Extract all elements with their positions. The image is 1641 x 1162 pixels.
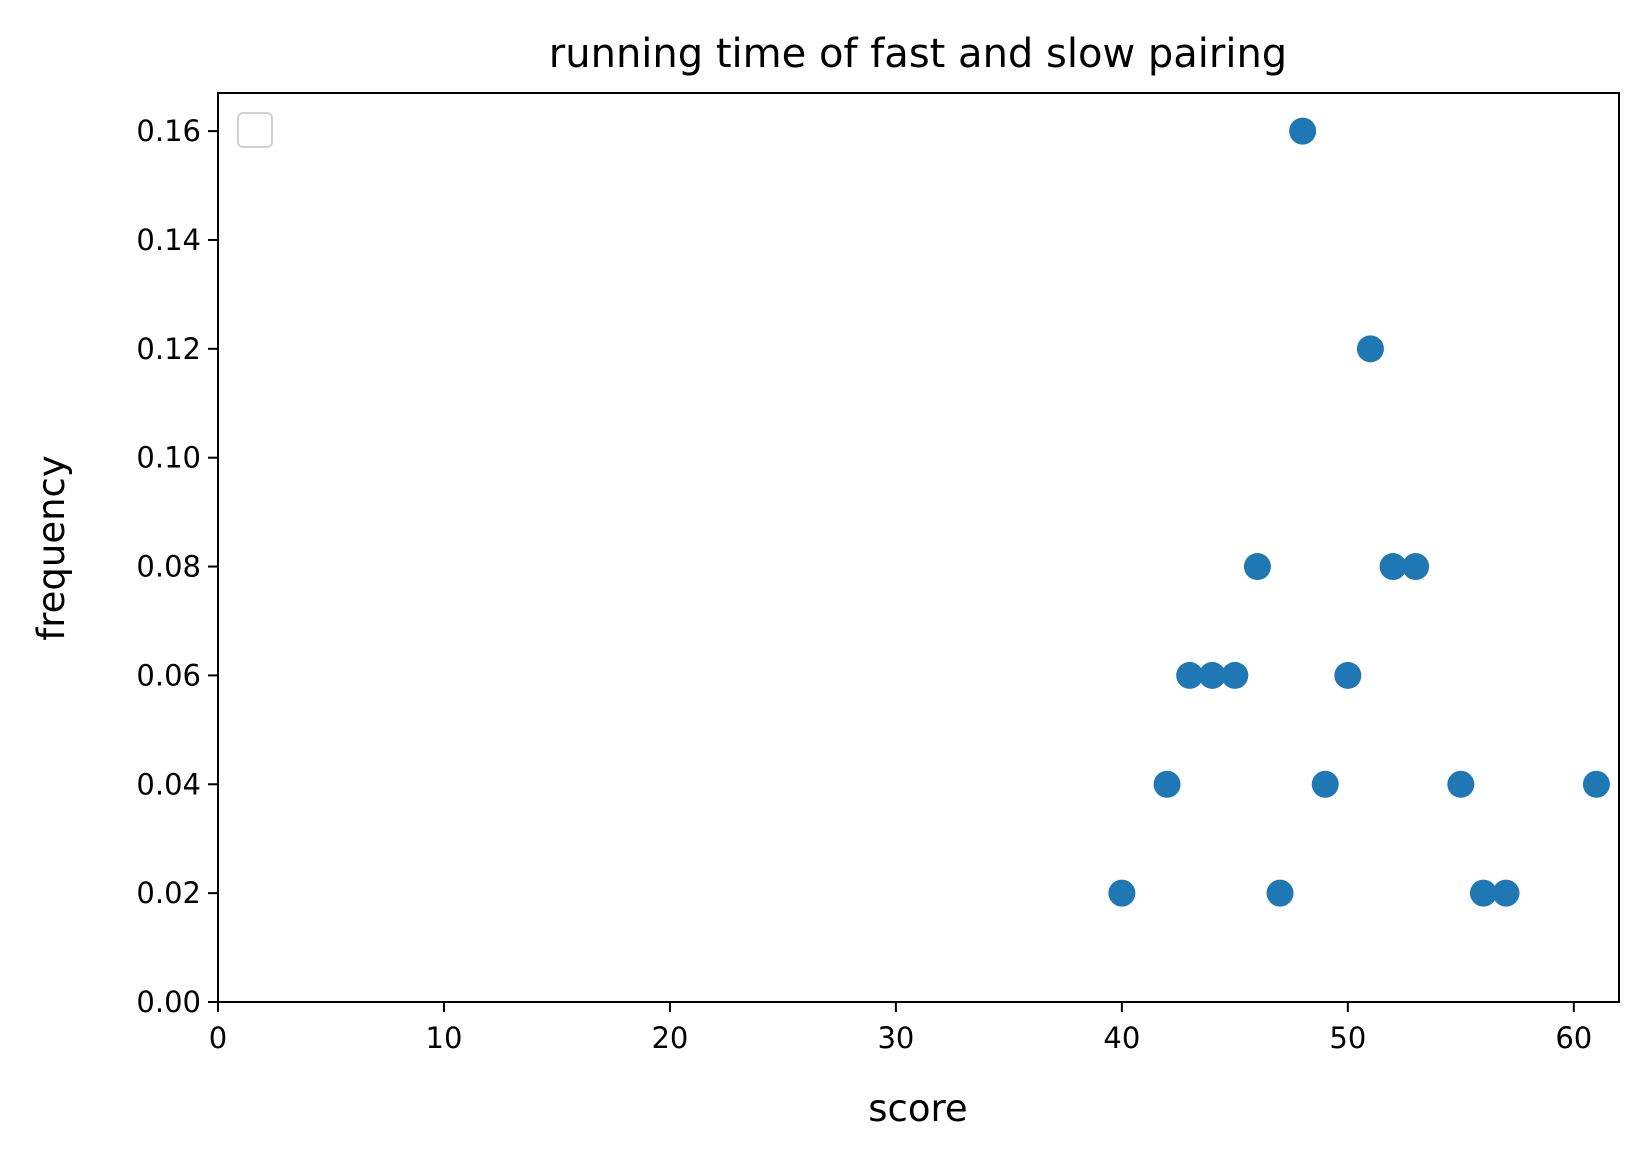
data-points (1108, 117, 1610, 907)
data-point (1311, 770, 1339, 798)
y-axis-ticks: 0.00 0.02 0.04 0.06 0.08 0.10 0.12 0.14 0.16 (136, 114, 218, 1019)
x-tick-label: 60 (1555, 1021, 1592, 1055)
data-point (1289, 117, 1317, 145)
x-tick-label: 10 (426, 1021, 463, 1055)
y-tick-label: 0.14 (136, 223, 201, 257)
x-tick-label: 50 (1329, 1021, 1366, 1055)
data-point (1492, 879, 1520, 907)
x-tick-label: 30 (877, 1021, 914, 1055)
data-point (1402, 553, 1430, 581)
data-point (1153, 770, 1181, 798)
x-tick-label: 40 (1103, 1021, 1140, 1055)
data-point (1176, 661, 1204, 689)
y-tick-label: 0.12 (136, 332, 201, 366)
data-point (1379, 553, 1407, 581)
y-tick-label: 0.04 (136, 767, 201, 801)
y-tick-label: 0.02 (136, 876, 201, 910)
x-tick-label: 0 (209, 1021, 227, 1055)
chart-title: running time of fast and slow pairing (549, 31, 1287, 77)
y-tick-label: 0.06 (136, 658, 201, 692)
data-point (1221, 661, 1249, 689)
data-point (1108, 879, 1136, 907)
x-axis-label: score (868, 1087, 967, 1130)
data-point (1356, 335, 1384, 363)
data-point (1266, 879, 1294, 907)
y-tick-label: 0.08 (136, 550, 201, 584)
plot-area: 0 10 20 30 40 50 60 0.000.020.040.060.080.100.… (136, 92, 1620, 1055)
data-point (1469, 879, 1497, 907)
data-point (1447, 770, 1475, 798)
data-point (1334, 661, 1362, 689)
y-tick-label: 0.00 (136, 985, 201, 1019)
data-point (1198, 661, 1226, 689)
legend-box (237, 112, 273, 148)
axes-frame (217, 92, 1620, 1003)
x-tick-label: 20 (651, 1021, 688, 1055)
y-tick-label: 0.16 (136, 114, 201, 148)
y-tick-label: 0.10 (136, 441, 201, 475)
y-axis-label: frequency (30, 455, 73, 641)
data-point (1582, 770, 1610, 798)
data-point (1243, 553, 1271, 581)
x-axis-ticks: 0 10 20 30 40 50 60 (209, 1002, 1592, 1055)
